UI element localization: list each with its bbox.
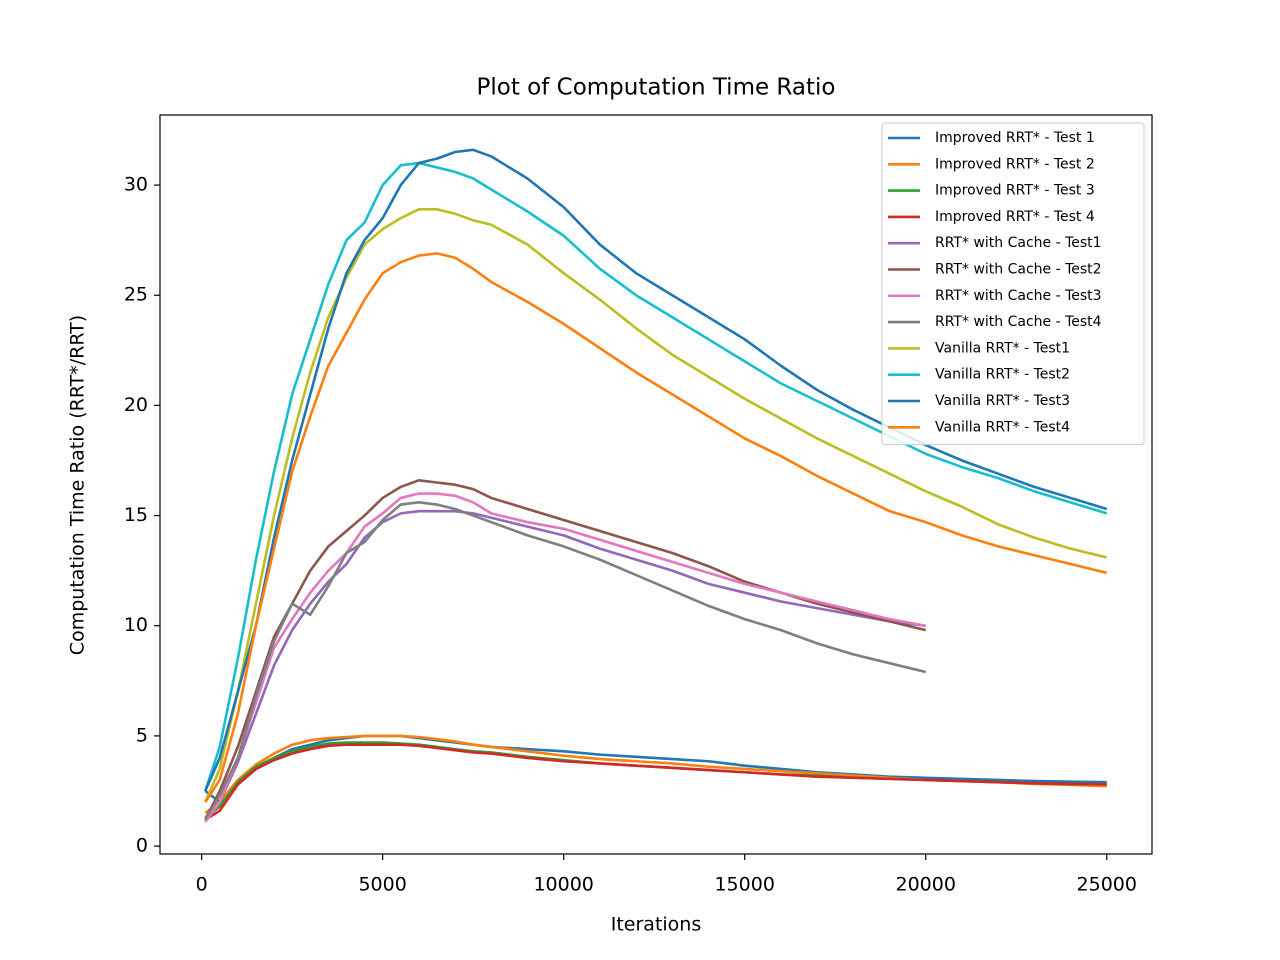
legend-label: Improved RRT* - Test 4 xyxy=(935,209,1095,225)
legend-label: Improved RRT* - Test 2 xyxy=(935,156,1095,172)
legend: Improved RRT* - Test 1 Improved RRT* - Te… xyxy=(881,122,1145,446)
series-line xyxy=(204,479,927,821)
y-tick-label: 15 xyxy=(124,504,148,526)
series-line xyxy=(204,509,926,823)
x-tick-label: 10000 xyxy=(533,874,593,896)
x-tick-label: 15000 xyxy=(714,874,774,896)
y-tick-label: 0 xyxy=(136,835,148,857)
chart-title: Plot of Computation Time Ratio xyxy=(477,75,836,101)
legend-label: RRT* with Cache - Test4 xyxy=(935,314,1102,330)
series-line xyxy=(204,208,1108,803)
legend-label: Improved RRT* - Test 3 xyxy=(935,183,1095,199)
legend-label: Vanilla RRT* - Test4 xyxy=(935,419,1070,435)
series-line xyxy=(204,501,927,821)
x-axis-label: Iterations xyxy=(611,914,702,936)
x-tick-label: 5000 xyxy=(358,874,406,896)
legend-label: Improved RRT* - Test 1 xyxy=(935,130,1095,146)
y-tick-label: 25 xyxy=(124,284,148,306)
legend-label: RRT* with Cache - Test1 xyxy=(935,235,1102,251)
series-line xyxy=(204,743,1107,821)
legend-label: Vanilla RRT* - Test1 xyxy=(935,340,1070,356)
y-tick-label: 20 xyxy=(124,394,148,416)
y-tick-label: 30 xyxy=(124,174,148,196)
legend-label: Vanilla RRT* - Test2 xyxy=(935,367,1070,383)
legend-label: Vanilla RRT* - Test3 xyxy=(935,393,1070,409)
plot-frame xyxy=(159,114,1153,855)
x-tick-label: 20000 xyxy=(895,874,955,896)
y-axis-label: Computation Time Ratio (RRT*/RRT) xyxy=(67,315,89,655)
series-line xyxy=(204,252,1108,803)
legend-label: RRT* with Cache - Test3 xyxy=(935,288,1102,304)
series-line xyxy=(204,734,1107,815)
series-line xyxy=(204,492,926,823)
y-tick-label: 10 xyxy=(124,614,148,636)
x-tick-label: 0 xyxy=(196,874,208,896)
legend-box xyxy=(881,122,1145,446)
y-tick-label: 5 xyxy=(136,724,148,746)
x-tick-label: 25000 xyxy=(1077,874,1137,896)
legend-label: RRT* with Cache - Test2 xyxy=(935,262,1102,278)
